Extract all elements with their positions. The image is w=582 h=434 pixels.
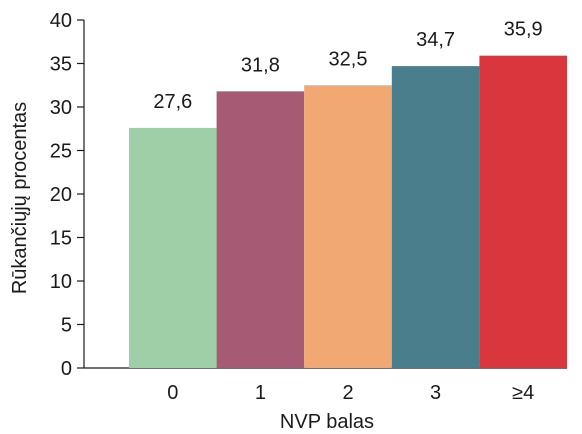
bar [391,66,480,369]
y-tick-label: 15 [50,228,72,250]
y-tick-label: 35 [50,54,72,76]
x-tick-label: 1 [255,382,266,404]
bars [129,55,567,369]
x-axis-title: NVP balas [280,411,374,433]
x-tick-label: 0 [167,382,178,404]
x-axis: 0 1 2 3 ≥4 [84,367,567,404]
y-tick-label: 0 [61,358,72,380]
bar [216,91,305,368]
x-tick-label: 3 [430,382,441,404]
data-label: 35,9 [504,19,543,41]
y-tick-label: 30 [50,97,72,119]
bar [304,85,392,368]
y-tick-label: 20 [50,184,72,206]
y-axis-title: Rūkančiųjų procentas [9,102,31,294]
y-tick-label: 5 [61,315,72,337]
y-axis: 0 5 10 15 20 25 30 35 40 [50,10,85,380]
x-tick-label: 2 [342,382,353,404]
y-tick-label: 10 [50,271,72,293]
bar [129,127,217,368]
data-label: 32,5 [329,48,368,70]
bar [479,55,567,369]
data-label: 27,6 [153,91,192,113]
y-tick-label: 25 [50,141,72,163]
data-labels: 27,6 31,8 32,5 34,7 35,9 [153,19,542,113]
data-label: 34,7 [416,29,455,51]
x-tick-label: ≥4 [512,382,534,404]
y-tick-label: 40 [50,10,72,32]
data-label: 31,8 [241,54,280,76]
